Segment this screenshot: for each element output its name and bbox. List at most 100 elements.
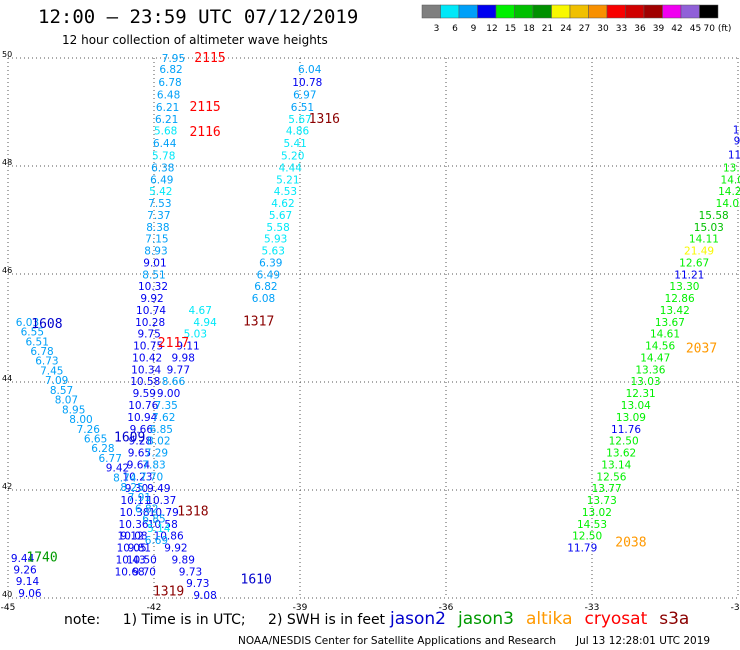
note-utc: 1) Time is in UTC; [122, 612, 246, 628]
y-tick-label: 48 [2, 158, 12, 167]
swh-value: 9.12 [120, 531, 143, 543]
swh-value: 10.86 [154, 531, 184, 543]
swh-value: 10.58 [130, 376, 160, 388]
y-tick-label: 46 [2, 266, 12, 275]
satellite-legend-item: s3a [659, 609, 690, 629]
pass-label: 2116 [189, 125, 220, 140]
swh-value: 11.76 [611, 424, 641, 436]
pass-label: 2115 [194, 51, 225, 66]
colorbar-label: 6 [452, 24, 458, 34]
swh-value: 4.62 [271, 198, 294, 210]
satellite-legend-item: jason3 [458, 609, 514, 629]
swh-value: 6.03 [16, 317, 39, 329]
swh-value: 9.14 [16, 576, 40, 588]
swh-value: 13.36 [635, 364, 665, 376]
pass-label: 1740 [26, 550, 57, 565]
swh-value: 12.31 [626, 388, 656, 400]
satellite-legend: jason2 jason3 altika cryosat s3a [390, 609, 701, 629]
swh-value: 5.41 [283, 138, 306, 150]
swh-value: 6.73 [35, 356, 58, 368]
swh-value: 10.37 [146, 495, 176, 507]
pass-label: 2038 [615, 536, 646, 551]
swh-value: 6.04 [298, 64, 322, 76]
swh-value: 7.70 [140, 471, 163, 483]
swh-value: 5.93 [264, 234, 287, 246]
colorbar-label: 21 [542, 24, 553, 34]
swh-value: 11.00 [733, 125, 740, 137]
swh-value: 13.03 [631, 376, 661, 388]
colorbar-swatch [699, 4, 719, 19]
colorbar-label: 42 [671, 24, 682, 34]
footer-note: note: 1) Time is in UTC; 2) SWH is in fe… [64, 612, 403, 628]
colorbar-label: 36 [634, 24, 646, 34]
swh-value: 7.95 [162, 53, 185, 65]
swh-value: 8.57 [50, 385, 73, 397]
swh-value: 6.69 [145, 535, 168, 547]
swh-value: 9.11 [176, 341, 199, 353]
swh-value: 9.30 [125, 483, 148, 495]
colorbar-label: 39 [653, 24, 665, 34]
swh-value: 14.11 [689, 234, 719, 246]
swh-value: 12.50 [572, 531, 602, 543]
swh-value: 13.77 [592, 483, 622, 495]
swh-value: 10.78 [292, 77, 322, 89]
colorbar-label: 9 [471, 24, 477, 34]
axis-tick-labels: -45 -42 -39 -36 -33 -30 40 42 44 46 48 50 [1, 50, 740, 613]
swh-value: 12.67 [679, 257, 709, 269]
swh-value: 6.85 [142, 513, 165, 525]
swh-value: 9.73 [186, 578, 209, 590]
swh-value: 9.98 [172, 352, 195, 364]
swh-value: 9.42 [106, 463, 129, 475]
swh-value: 6.78 [30, 346, 53, 358]
swh-value: 10.50 [127, 554, 157, 566]
swh-value: 10.76 [128, 400, 158, 412]
swh-value: 4.86 [286, 126, 310, 138]
satellite-legend-item: cryosat [584, 609, 648, 629]
swh-value: 10.23 [122, 471, 152, 483]
swh-value: 9.65 [128, 448, 151, 460]
swh-value: 6.77 [99, 453, 122, 465]
swh-value: 9.89 [172, 554, 195, 566]
y-tick-label: 50 [2, 50, 12, 59]
y-tick-label: 44 [2, 374, 12, 383]
swh-value: 9.92 [140, 293, 163, 305]
colorbar-label: 33 [616, 24, 627, 34]
swh-value: 7.91 [128, 492, 151, 504]
swh-value: 13.62 [606, 448, 636, 460]
swh-value: 9.81 [128, 543, 151, 555]
swh-value: 8.25 [120, 482, 143, 494]
swh-value: 6.28 [91, 443, 114, 455]
swh-value: 6.49 [257, 269, 280, 281]
swh-value: 5.14 [147, 523, 171, 535]
swh-value: 14.08 [721, 174, 740, 186]
color-scale-legend: 3 6 9 12 15 18 21 24 27 30 33 36 39 42 45 70 (ft) [421, 4, 731, 34]
swh-points: 7.956.826.786.486.216.215.686.445.786.38… [11, 53, 740, 602]
swh-value: 9.75 [137, 329, 160, 341]
swh-value: 7.83 [142, 459, 165, 471]
credit-text: NOAA/NESDIS Center for Satellite Applica… [238, 635, 556, 647]
swh-value: 7.15 [145, 234, 168, 246]
swh-value: 13.73 [587, 495, 617, 507]
swh-value: 6.39 [259, 257, 282, 269]
swh-value: 6.82 [159, 64, 182, 76]
swh-value: 9.77 [167, 364, 190, 376]
swh-value: 9.49 [147, 483, 170, 495]
credit-line: NOAA/NESDIS Center for Satellite Applica… [238, 635, 710, 647]
swh-value: 4.94 [193, 317, 217, 329]
swh-value: 4.67 [189, 305, 212, 317]
pass-label: 1318 [177, 504, 208, 519]
swh-value: 10.43 [116, 554, 146, 566]
swh-value: 12.50 [609, 436, 639, 448]
swh-value: 21.49 [684, 246, 714, 258]
swh-value: 10.34 [131, 364, 161, 376]
swh-value: 10.08 [118, 531, 148, 543]
colorbar-label: 24 [560, 24, 572, 34]
swh-value: 13.42 [660, 305, 690, 317]
swh-value: 14.03 [716, 198, 740, 210]
swh-value: 5.63 [262, 246, 285, 258]
swh-value: 5.67 [288, 114, 311, 126]
swh-value: 15.58 [699, 210, 729, 222]
x-tick-label: -33 [585, 603, 600, 613]
swh-value: 6.49 [150, 174, 173, 186]
